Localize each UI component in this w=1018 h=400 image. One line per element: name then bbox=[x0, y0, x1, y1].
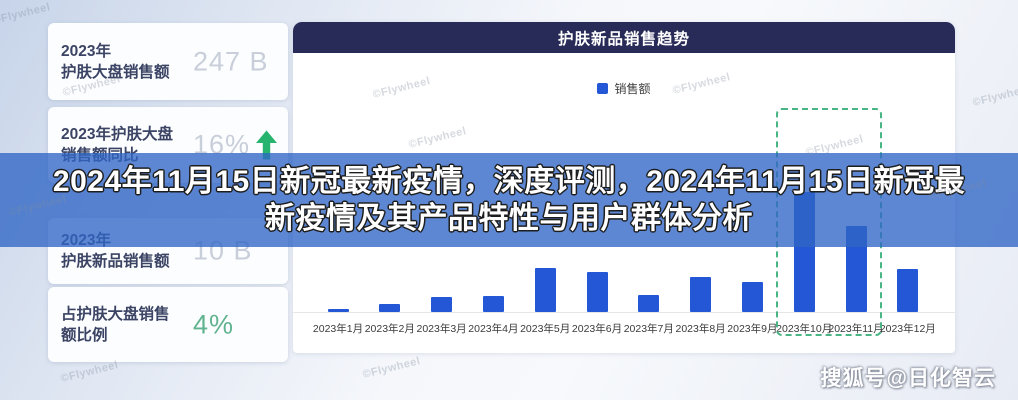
stat-card-value: 247 B bbox=[193, 46, 269, 76]
headline-banner-overlay: 2024年11月15日新冠最新疫情，深度评测，2024年11月15日新冠最 新疫… bbox=[0, 153, 1018, 247]
chart-bar-2023年9月[interactable] bbox=[741, 282, 763, 312]
flywheel-watermark: ©Flywheel bbox=[361, 355, 422, 381]
chart-title: 护肤新品销售趋势 bbox=[557, 30, 690, 48]
flywheel-watermark: ©Flywheel bbox=[59, 359, 120, 385]
x-axis-label: 2023年8月 bbox=[675, 323, 726, 335]
stat-card-total-sales: 2023年 护肤大盘销售额 247 B bbox=[48, 23, 288, 100]
x-axis-labels: 2023年1月 2023年2月 2023年3月 2023年4月 2023年5月 2023年… bbox=[293, 321, 955, 335]
flywheel-watermark: ©Flywheel bbox=[0, 1, 52, 27]
chart-bar-2023年11月[interactable] bbox=[845, 226, 867, 312]
chart-bar-2023年12月[interactable] bbox=[897, 269, 919, 312]
legend-label: 销售额 bbox=[614, 81, 651, 96]
stat-card-share-ratio: 占护肤大盘销售 额比例 4% bbox=[48, 287, 288, 362]
chart-bar-2023年1月[interactable] bbox=[327, 309, 349, 312]
chart-title-bar: 护肤新品销售趋势 bbox=[293, 22, 955, 53]
sohu-brand-watermark: 搜狐号@日化智云 bbox=[820, 367, 996, 390]
x-axis-label: 2023年4月 bbox=[468, 323, 519, 335]
x-axis-label: 2023年7月 bbox=[623, 323, 674, 335]
chart-bar-2023年4月[interactable] bbox=[482, 296, 504, 312]
x-axis-label: 2023年1月 bbox=[312, 323, 364, 335]
chart-bar-2023年8月[interactable] bbox=[690, 277, 712, 312]
chart-bar-2023年7月[interactable] bbox=[638, 295, 660, 312]
flywheel-watermark: ©Flywheel bbox=[971, 83, 1018, 109]
stat-card-title: 2023年 护肤大盘销售额 bbox=[61, 42, 170, 81]
legend-swatch-icon bbox=[597, 82, 609, 94]
headline-line-2: 新疫情及其产品特性与用户群体分析 bbox=[265, 202, 753, 235]
chart-bar-2023年2月[interactable] bbox=[379, 304, 401, 312]
x-axis-label: 2023年9月 bbox=[727, 323, 778, 335]
x-axis-label: 2023年5月 bbox=[520, 323, 571, 335]
stat-card-value: 4% bbox=[193, 309, 235, 339]
up-arrow-icon bbox=[256, 130, 278, 160]
x-axis-label: 2023年2月 bbox=[364, 323, 415, 335]
x-axis-label: 2023年11月 bbox=[828, 323, 884, 335]
chart-bar-2023年3月[interactable] bbox=[431, 297, 453, 312]
x-axis-label: 2023年6月 bbox=[571, 323, 623, 335]
bar-chart-plot-area bbox=[293, 22, 955, 313]
x-axis-label: 2023年10月 bbox=[776, 323, 833, 335]
stat-card-title: 占护肤大盘销售 额比例 bbox=[61, 305, 170, 344]
headline-line-1: 2024年11月15日新冠最新疫情，深度评测，2024年11月15日新冠最 bbox=[52, 165, 966, 198]
chart-bar-2023年5月[interactable] bbox=[534, 268, 556, 312]
x-axis-label: 2023年12月 bbox=[879, 323, 936, 335]
chart-legend[interactable]: 销售额 bbox=[293, 80, 955, 96]
chart-bar-2023年6月[interactable] bbox=[586, 272, 608, 312]
x-axis-label: 2023年3月 bbox=[416, 323, 467, 335]
